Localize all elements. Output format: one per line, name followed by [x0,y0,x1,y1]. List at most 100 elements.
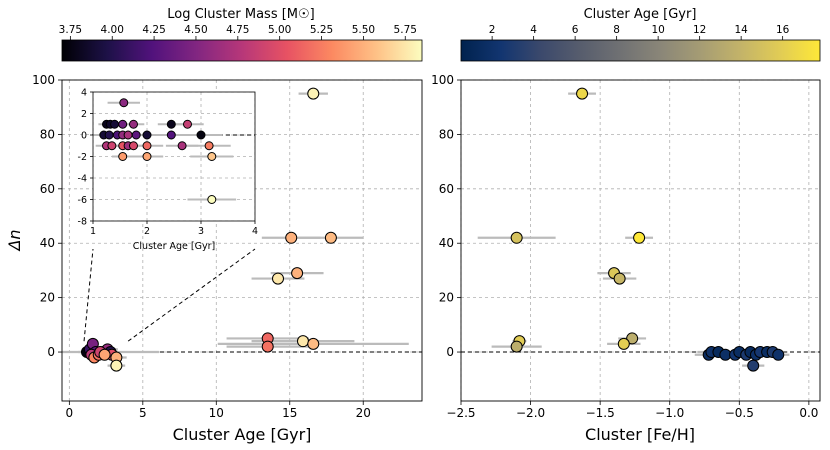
y-tick-label: -2 [78,152,87,163]
data-point [142,152,152,161]
x-tick-label: 2 [144,226,150,237]
colorbar-tick-label: 8 [613,24,620,36]
colorbar-age: Cluster Age [Gyr] 2 4 6 8 10 12 14 16 [460,7,821,62]
data-point [207,152,217,161]
colorbar-tick-label: 4.00 [101,24,124,36]
colorbar-tick-label: 4.50 [184,24,207,36]
data-point [142,141,152,151]
y-tick-label: 2 [81,109,87,120]
y-tick-label: 40 [40,236,55,250]
data-point [119,98,129,108]
data-point [166,130,176,140]
colorbar-tick-label: 4.75 [226,24,249,36]
colorbar-tick-label: 16 [776,24,790,36]
x-tick-label: −2.0 [516,406,545,420]
y-axis-label: Δn [5,229,24,252]
y-tick-label: 0 [446,345,454,359]
y-tick-label: 0 [81,131,87,142]
data-point [118,119,128,129]
y-tick-label: 0 [47,345,55,359]
x-tick-label: 20 [356,406,371,420]
data-point [307,87,320,100]
colorbar-tick-label: 12 [693,24,706,36]
y-tick-label: 80 [40,127,55,141]
y-tick-label: -6 [78,195,87,206]
y-tick-label: 40 [439,236,454,250]
data-point [104,130,114,140]
left-axes-frame [61,79,423,402]
data-point [110,359,123,372]
data-point [510,340,523,353]
data-point [576,87,589,100]
data-point [324,231,337,244]
y-tick-label: 60 [40,182,55,196]
colorbar-mass-label: Log Cluster Mass [M☉] [167,7,315,22]
data-point [272,272,284,285]
y-tick-label: 4 [81,88,87,99]
data-point [291,267,304,280]
colorbar-tick-label: 2 [489,24,496,36]
y-tick-label: 20 [40,291,55,305]
x-tick-label: 10 [209,406,224,420]
x-tick-label: −2.5 [446,406,475,420]
inset-connector-line [83,248,94,342]
data-point [747,359,760,372]
data-point [296,335,309,348]
data-point [129,141,138,151]
colorbar-tick-label: 5.25 [310,24,333,36]
y-tick-label: 80 [439,127,454,141]
data-point [633,231,646,244]
inset-x-axis-label: Cluster Age [Gyr] [133,241,215,252]
data-point [285,231,298,244]
colorbar-tick-label: 5.75 [394,24,417,36]
colorbar-tick-label: 6 [572,24,579,36]
x-tick-label: 4 [252,226,258,237]
data-point [166,119,176,129]
y-tick-label: 100 [32,73,55,87]
colorbar-age-label: Cluster Age [Gyr] [584,7,697,22]
data-point [207,195,217,204]
data-point [98,348,111,361]
colorbar-tick-label: 4.25 [142,24,165,36]
data-point [177,141,187,151]
data-point [123,130,133,140]
y-tick-label: -8 [78,217,87,228]
data-point [510,231,523,244]
data-point [307,337,320,350]
data-point [142,130,152,140]
right-axes-frame [460,79,821,402]
x-tick-label: 1 [90,226,96,237]
data-point [196,130,206,140]
y-tick-label: -4 [78,174,87,185]
data-point [107,141,117,151]
colorbar-tick-label: 3.75 [59,24,82,36]
data-point [129,119,138,129]
x-tick-label: −1.0 [655,406,684,420]
x-tick-label: 3 [198,226,204,237]
inset-axes: 1 2 3 4 -8 -6 -4 -2 0 2 4 Cluster Age [Gyr] [78,88,259,253]
colorbar-mass: Log Cluster Mass [M☉] 3.75 4.00 4.25 4.50 4.… [59,7,423,62]
x-tick-label: 0.0 [799,406,818,420]
y-tick-label: 60 [439,182,454,196]
x-tick-label: 15 [282,406,297,420]
right-x-axis-label: Cluster [Fe/H] [585,425,695,444]
y-tick-label: 20 [439,291,454,305]
data-point [183,119,192,129]
y-tick-label: 100 [431,73,454,87]
x-tick-label: −1.5 [586,406,615,420]
data-point [626,332,639,345]
colorbar-mass-bar [61,39,423,62]
data-point [118,152,128,161]
data-point [617,337,630,350]
data-point [772,348,785,361]
data-point [110,119,120,129]
left-x-axis-label: Cluster Age [Gyr] [173,425,312,444]
data-point [131,130,141,140]
x-tick-label: 0 [66,406,74,420]
data-point [204,141,214,151]
data-point [261,340,274,353]
right-panel: −2.5 −2.0 −1.5 −1.0 −0.5 0.0 0 20 40 60 80 100 Clus… [431,73,821,444]
colorbar-tick-label: 10 [651,24,664,36]
colorbar-tick-label: 14 [734,24,748,36]
